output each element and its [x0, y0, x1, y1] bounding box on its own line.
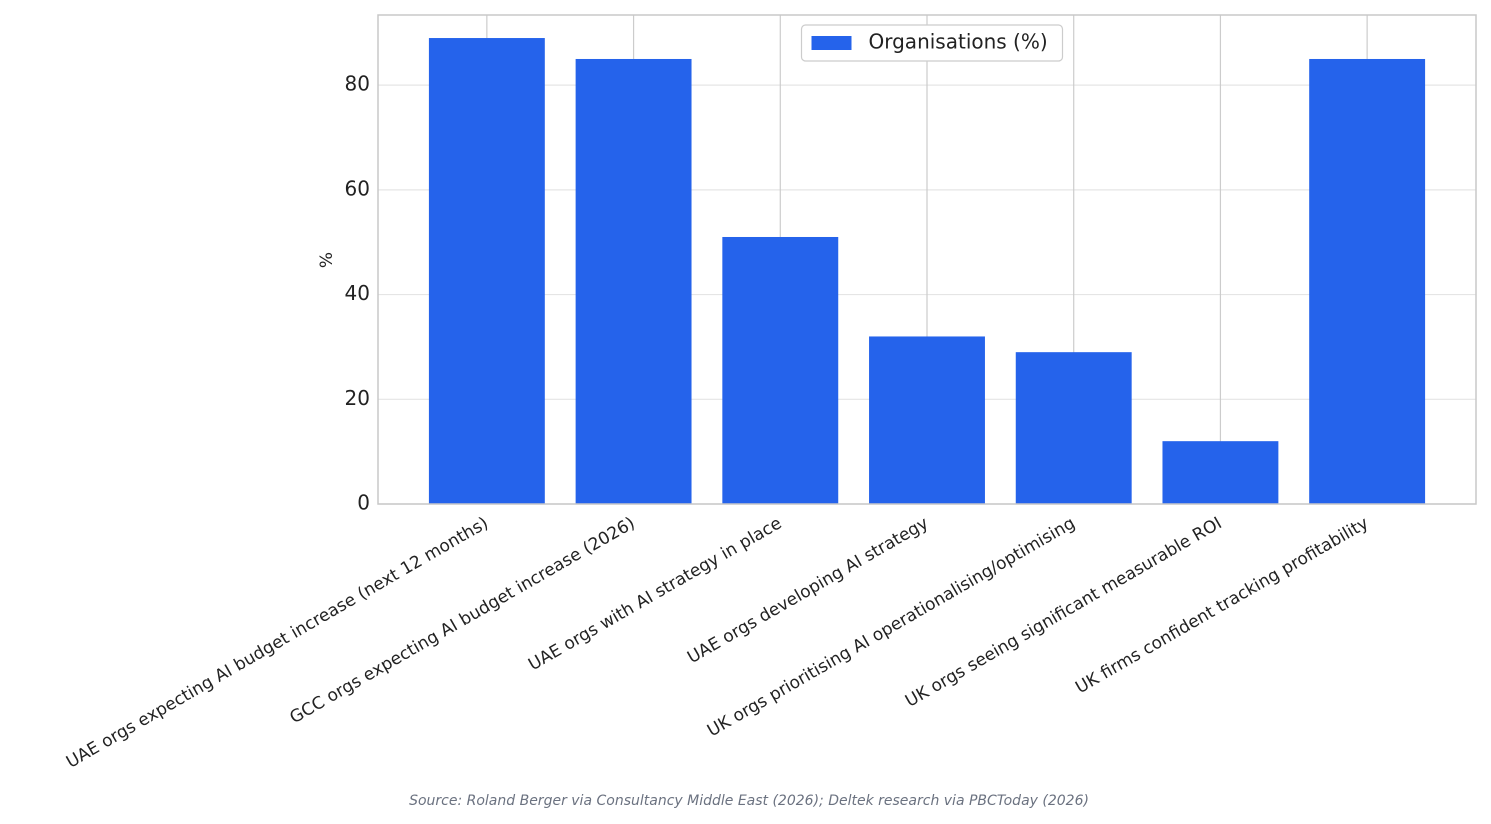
y-tick-label: 40 — [345, 281, 370, 305]
bar — [428, 38, 545, 504]
x-tick-label: UK orgs seeing significant measurable RO… — [902, 513, 1225, 711]
x-tick-label: UAE orgs with AI strategy in place — [525, 513, 785, 675]
y-tick-label: 60 — [345, 176, 370, 200]
bar — [722, 236, 839, 504]
y-tick-label: 20 — [345, 386, 370, 410]
legend-swatch — [811, 36, 852, 50]
source-note: Source: Roland Berger via Consultancy Mi… — [409, 793, 1089, 809]
bar — [1162, 441, 1279, 504]
bar — [575, 58, 692, 505]
x-tick-label: UK firms confident tracking profitabilit… — [1072, 513, 1372, 698]
legend-box — [800, 24, 1064, 62]
bar — [1015, 352, 1132, 504]
y-tick-label: 0 — [357, 491, 370, 515]
legend-label: Organisations (%) — [869, 30, 1048, 54]
y-axis-label: % — [317, 252, 337, 268]
x-tick-label: UAE orgs developing AI strategy — [684, 513, 932, 668]
plot-frame — [377, 14, 1477, 505]
y-tick-label: 80 — [345, 72, 370, 96]
bar — [869, 336, 985, 504]
bar — [1309, 58, 1426, 505]
